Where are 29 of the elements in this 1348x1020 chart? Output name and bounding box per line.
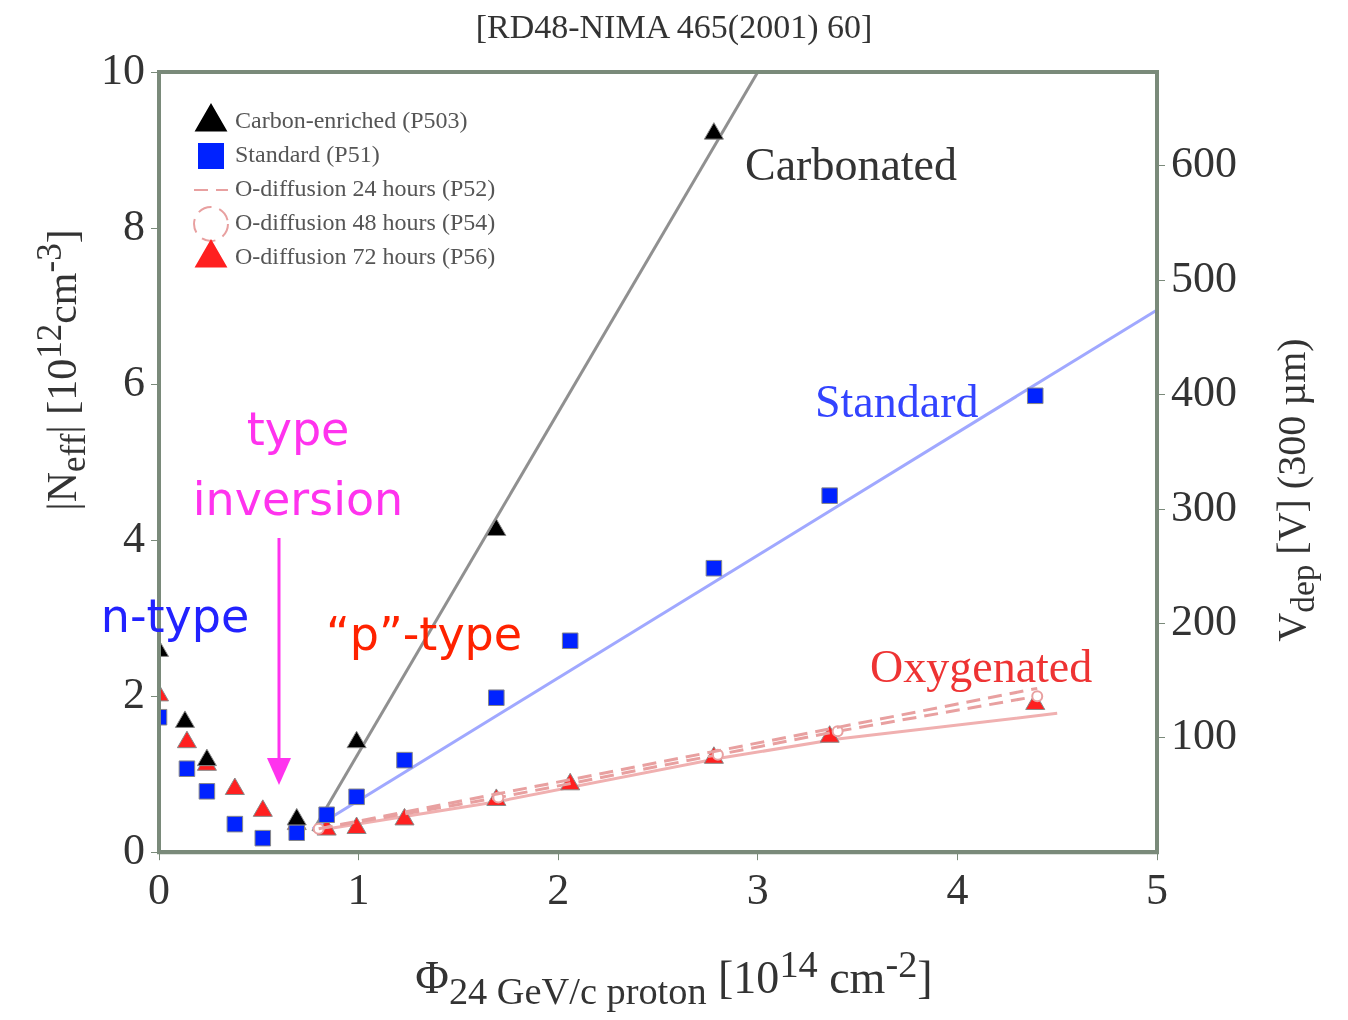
y-tick-label: 0: [123, 824, 145, 874]
x-tick-label: 2: [547, 865, 570, 915]
chart-title: [RD48-NIMA 465(2001) 60]: [474, 8, 874, 46]
legend-label: O-diffusion 72 hours (P56): [235, 243, 496, 270]
annotation: Carbonated: [745, 139, 958, 191]
y2-tick-label: 200: [1171, 595, 1237, 645]
y-tick-label: 8: [123, 200, 145, 250]
y2-tick-label: 100: [1171, 710, 1237, 760]
x-tick-label: 4: [946, 865, 969, 915]
y-tick-label: 6: [123, 356, 145, 406]
annotation: Standard: [815, 376, 979, 428]
y2-tick-label: 400: [1171, 367, 1237, 417]
legend-label: Standard (P51): [235, 141, 380, 168]
y-tick-label: 10: [101, 44, 145, 94]
y2-tick-label: 600: [1171, 138, 1237, 188]
annotation: type inversion: [192, 402, 404, 526]
legend-label: Carbon-enriched (P503): [235, 107, 468, 134]
x-tick-label: 5: [1146, 865, 1168, 915]
annotation: Oxygenated: [870, 641, 1093, 693]
legend-label: O-diffusion 24 hours (P52): [235, 175, 496, 202]
x-tick-label: 3: [746, 865, 769, 915]
x-axis-title: Φ$_{24 GeV/c proton}$ [10$^{14}$ cm$^{-2}$]: [414, 942, 934, 1013]
annotation: “p”-type: [325, 607, 523, 661]
x-tick-label: 1: [347, 865, 370, 915]
y-tick-label: 4: [123, 512, 145, 562]
y-tick-label: 2: [123, 668, 145, 718]
y2-tick-label: 500: [1171, 252, 1237, 302]
y2-tick-label: 300: [1171, 481, 1237, 531]
legend-label: O-diffusion 48 hours (P54): [235, 209, 496, 236]
